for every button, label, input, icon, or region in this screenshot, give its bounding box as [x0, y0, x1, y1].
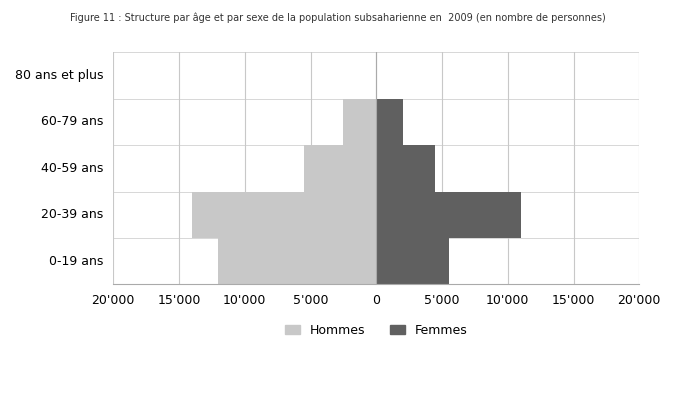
Text: Figure 11 : Structure par âge et par sexe de la population subsaharienne en  200: Figure 11 : Structure par âge et par sex… [70, 12, 606, 23]
Bar [377, 99, 403, 145]
Bar [377, 145, 435, 191]
Bar [304, 145, 377, 191]
Bar [343, 99, 377, 145]
Legend: Hommes, Femmes: Hommes, Femmes [279, 317, 474, 343]
Bar [377, 238, 449, 284]
Bar [218, 238, 377, 284]
Bar [377, 191, 521, 238]
Bar [192, 191, 377, 238]
